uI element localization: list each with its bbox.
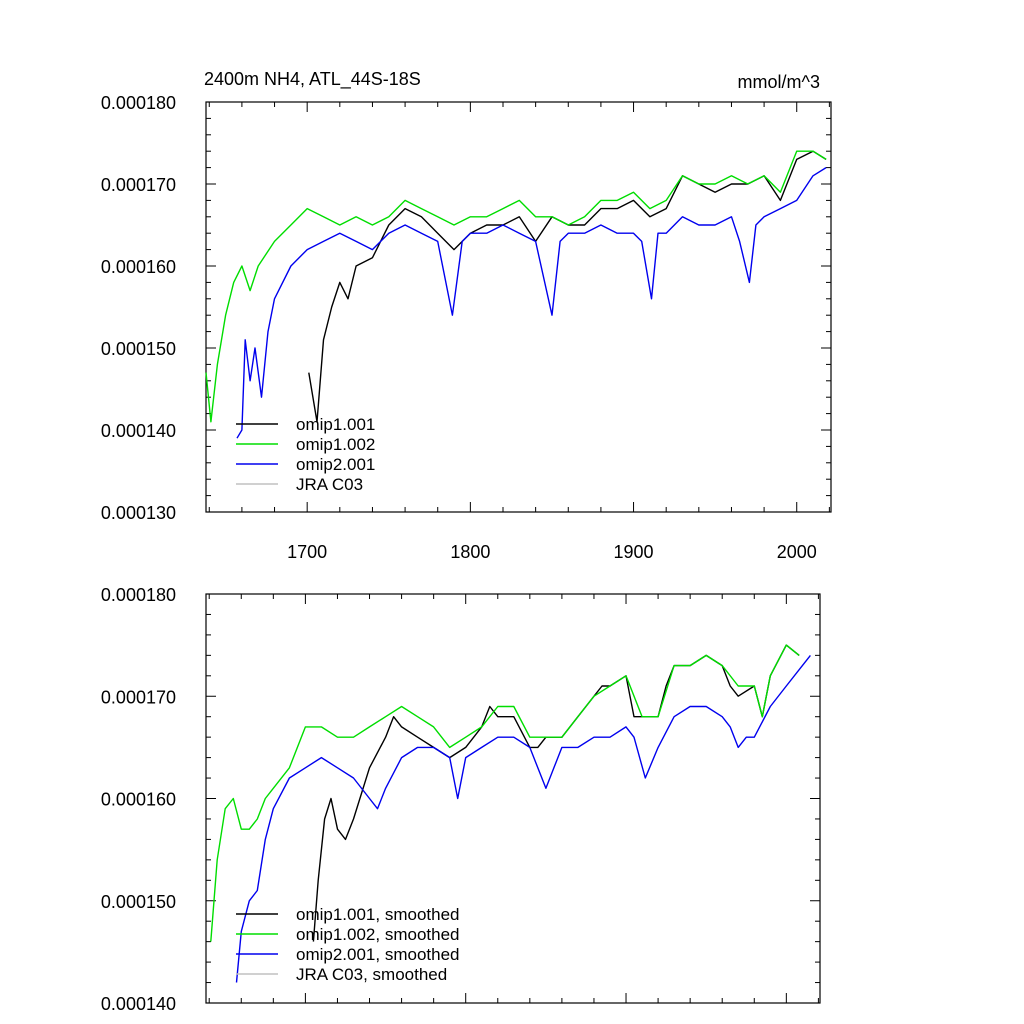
y-tick-label: 0.000170 bbox=[101, 687, 176, 707]
legend-entry: omip2.001 bbox=[296, 455, 375, 474]
legend-entry: omip1.001, smoothed bbox=[296, 905, 460, 924]
y-tick-label: 0.000160 bbox=[101, 257, 176, 277]
top-line-chart: 0.000130 0.000140 0.000150 0.000160 0.000170… bbox=[101, 93, 832, 562]
series-line-omip2-001 bbox=[236, 167, 827, 439]
x-tick-label: 1700 bbox=[287, 542, 327, 562]
series-line-omip1-002-smoothed bbox=[210, 644, 800, 942]
figure-title: 2400m NH4, ATL_44S-18S bbox=[204, 69, 421, 90]
y-tick-label: 0.000180 bbox=[101, 93, 176, 113]
plot-frame bbox=[205, 101, 832, 513]
y-tick-label: 0.000140 bbox=[101, 421, 176, 441]
legend-entry: JRA C03 bbox=[296, 475, 363, 494]
series-line-omip1-001-smoothed bbox=[312, 644, 800, 942]
figure-units: mmol/m^3 bbox=[738, 72, 820, 92]
series-line-omip1-002 bbox=[205, 150, 827, 423]
x-tick-label: 1800 bbox=[450, 542, 490, 562]
series-line-omip2-001-smoothed bbox=[235, 654, 811, 983]
legend-entry: omip1.001 bbox=[296, 415, 375, 434]
y-tick-label: 0.000150 bbox=[101, 892, 176, 912]
y-tick-label: 0.000130 bbox=[101, 503, 176, 523]
y-tick-label: 0.000150 bbox=[101, 339, 176, 359]
legend-entry: omip1.002 bbox=[296, 435, 375, 454]
x-tick-label: 1900 bbox=[614, 542, 654, 562]
legend-entry: omip1.002, smoothed bbox=[296, 925, 460, 944]
y-tick-label: 0.000160 bbox=[101, 790, 176, 810]
legend-entry: omip2.001, smoothed bbox=[296, 945, 460, 964]
y-tick-label: 0.000170 bbox=[101, 175, 176, 195]
y-tick-label: 0.000180 bbox=[101, 585, 176, 605]
series-line-omip1-001 bbox=[308, 150, 827, 423]
bottom-line-chart: 0.000140 0.000150 0.000160 0.000170 0.000180… bbox=[101, 585, 821, 1014]
legend-entry: JRA C03, smoothed bbox=[296, 965, 447, 984]
x-tick-label: 2000 bbox=[777, 542, 817, 562]
y-tick-label: 0.000140 bbox=[101, 994, 176, 1014]
